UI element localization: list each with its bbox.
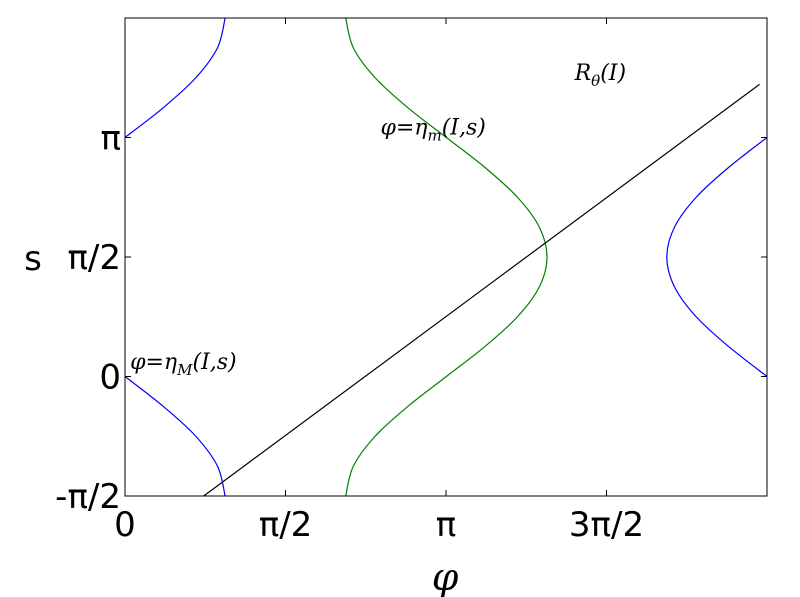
plot-frame bbox=[124, 17, 768, 497]
curve bbox=[125, 18, 226, 138]
annotation: φ=ηm(I,s) bbox=[380, 116, 485, 145]
annotation-text: R bbox=[574, 61, 592, 86]
curve bbox=[125, 376, 226, 496]
y-tick-label: -π/2 bbox=[55, 477, 121, 517]
x-tick-label: π bbox=[436, 505, 456, 545]
curve bbox=[666, 136, 767, 377]
y-tick-label: π/2 bbox=[67, 238, 121, 278]
annotation-text: φ=η bbox=[380, 116, 427, 141]
y-axis-label: s bbox=[24, 239, 42, 279]
x-tick-label: 0 bbox=[114, 505, 136, 545]
x-tick-label: π/2 bbox=[259, 505, 313, 545]
annotation-sub: m bbox=[427, 127, 441, 145]
annotation: Rθ(I) bbox=[574, 61, 626, 90]
x-tick-label: 3π/2 bbox=[569, 505, 644, 545]
annotation-sub: M bbox=[176, 361, 193, 379]
curve bbox=[345, 18, 548, 496]
annotation-rest: (I) bbox=[600, 61, 626, 86]
annotation-rest: (I,s) bbox=[192, 350, 236, 375]
x-axis-label: φ bbox=[432, 555, 459, 597]
curve bbox=[203, 83, 760, 496]
annotation: φ=ηM(I,s) bbox=[130, 350, 237, 379]
y-tick-label: 0 bbox=[99, 358, 121, 398]
annotation-rest: (I,s) bbox=[442, 116, 486, 141]
annotation-sub: θ bbox=[591, 72, 600, 90]
y-tick-label: π bbox=[101, 119, 121, 159]
annotation-text: φ=η bbox=[130, 350, 177, 375]
